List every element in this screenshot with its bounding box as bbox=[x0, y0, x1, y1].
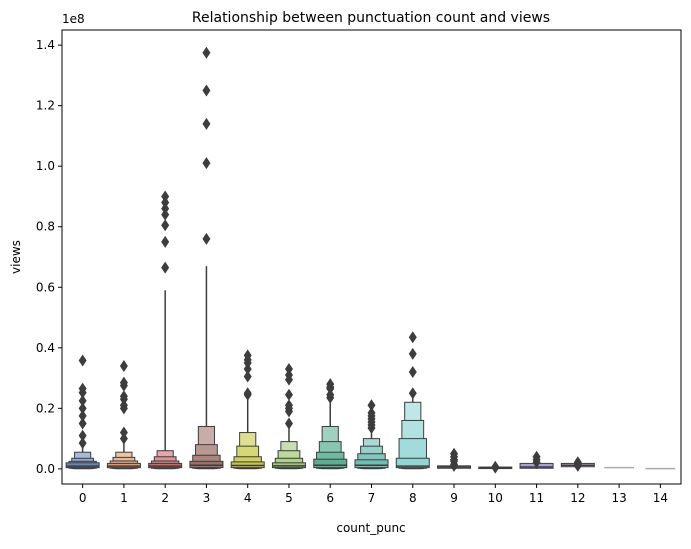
outlier-point bbox=[78, 429, 87, 442]
x-tick-label: 0 bbox=[79, 491, 87, 505]
outlier-point bbox=[491, 461, 500, 474]
y-axis-label: views bbox=[9, 240, 23, 274]
x-tick-label: 11 bbox=[529, 491, 544, 505]
box-level bbox=[395, 457, 430, 469]
y-axis: 0.0 0.2 0.4 0.6 0.8 1.0 1.2 1.4 bbox=[36, 38, 62, 476]
outlier-point bbox=[284, 405, 293, 418]
x-axis-label: count_punc bbox=[336, 521, 405, 535]
outlier-point bbox=[367, 399, 376, 412]
outlier-point bbox=[161, 235, 170, 248]
outlier-point bbox=[326, 391, 335, 404]
boxen-group-3 bbox=[189, 46, 224, 470]
outlier-point bbox=[408, 347, 417, 360]
boxen-group-5 bbox=[271, 362, 306, 470]
y-axis-offset-label: 1e8 bbox=[62, 12, 85, 26]
box-level bbox=[313, 458, 348, 469]
x-tick-label: 5 bbox=[285, 491, 293, 505]
outlier-point bbox=[408, 366, 417, 379]
x-tick-label: 14 bbox=[653, 491, 668, 505]
outlier-point bbox=[202, 157, 211, 170]
x-tick-label: 7 bbox=[368, 491, 376, 505]
boxen-group-4 bbox=[230, 349, 265, 470]
x-tick-label: 13 bbox=[611, 491, 626, 505]
plot-area bbox=[65, 46, 676, 474]
box-level bbox=[65, 462, 100, 469]
outlier-point bbox=[284, 417, 293, 430]
boxen-group-2 bbox=[148, 190, 183, 470]
x-tick-label: 10 bbox=[488, 491, 503, 505]
outlier-point bbox=[243, 370, 252, 383]
x-axis: 0 1 2 3 4 5 6 7 8 9 10 11 12 13 14 bbox=[79, 484, 668, 505]
x-tick-label: 9 bbox=[450, 491, 458, 505]
outlier-point bbox=[161, 208, 170, 221]
outlier-point bbox=[202, 232, 211, 245]
x-tick-label: 4 bbox=[244, 491, 252, 505]
outlier-point bbox=[326, 382, 335, 395]
x-tick-label: 12 bbox=[570, 491, 585, 505]
boxen-group-6 bbox=[313, 378, 348, 470]
box-level bbox=[354, 459, 389, 469]
outlier-point bbox=[119, 359, 128, 372]
outlier-point bbox=[78, 394, 87, 407]
y-tick-label: 1.0 bbox=[36, 159, 55, 173]
boxen-group-10 bbox=[478, 460, 513, 474]
x-tick-label: 1 bbox=[120, 491, 128, 505]
outlier-point bbox=[408, 387, 417, 400]
y-tick-label: 0.2 bbox=[36, 401, 55, 415]
outlier-point bbox=[161, 190, 170, 203]
boxen-group-8 bbox=[395, 331, 430, 470]
y-tick-label: 0.6 bbox=[36, 280, 55, 294]
outlier-point bbox=[284, 373, 293, 386]
outlier-point bbox=[119, 402, 128, 415]
x-tick-label: 2 bbox=[161, 491, 169, 505]
outlier-point bbox=[119, 393, 128, 406]
outlier-point bbox=[78, 437, 87, 450]
outlier-point bbox=[202, 117, 211, 130]
outlier-point bbox=[78, 409, 87, 422]
boxen-group-0 bbox=[65, 354, 100, 470]
boxen-group-1 bbox=[106, 359, 141, 470]
y-tick-label: 1.4 bbox=[36, 38, 55, 52]
outlier-point bbox=[78, 402, 87, 415]
outlier-point bbox=[367, 422, 376, 435]
outlier-point bbox=[161, 202, 170, 215]
outlier-point bbox=[284, 362, 293, 375]
outlier-point bbox=[119, 432, 128, 445]
y-tick-label: 0.8 bbox=[36, 220, 55, 234]
outlier-point bbox=[119, 426, 128, 439]
outlier-point bbox=[119, 379, 128, 392]
box-level bbox=[230, 461, 265, 469]
boxen-group-7 bbox=[354, 399, 389, 470]
outlier-point bbox=[243, 388, 252, 401]
y-tick-label: 0.4 bbox=[36, 341, 55, 355]
outlier-point bbox=[573, 459, 582, 472]
boxen-group-11 bbox=[519, 450, 554, 469]
y-tick-label: 1.2 bbox=[36, 99, 55, 113]
outlier-point bbox=[450, 459, 459, 472]
outlier-point bbox=[202, 46, 211, 59]
x-tick-label: 8 bbox=[409, 491, 417, 505]
outlier-point bbox=[243, 362, 252, 375]
outlier-point bbox=[284, 388, 293, 401]
x-tick-label: 6 bbox=[326, 491, 334, 505]
outlier-point bbox=[78, 386, 87, 399]
box-level bbox=[189, 460, 224, 469]
chart-title: Relationship between punctuation count a… bbox=[192, 10, 550, 26]
outlier-point bbox=[161, 219, 170, 232]
boxen-group-9 bbox=[437, 447, 472, 472]
boxen-group-12 bbox=[560, 456, 595, 472]
x-tick-label: 3 bbox=[203, 491, 211, 505]
outlier-point bbox=[532, 456, 541, 469]
outlier-point bbox=[161, 261, 170, 274]
outlier-point bbox=[78, 417, 87, 430]
y-tick-label: 0.0 bbox=[36, 462, 55, 476]
outlier-point bbox=[78, 354, 87, 367]
outlier-point bbox=[202, 84, 211, 97]
outlier-point bbox=[243, 356, 252, 369]
outlier-point bbox=[408, 331, 417, 344]
outlier-point bbox=[161, 196, 170, 209]
